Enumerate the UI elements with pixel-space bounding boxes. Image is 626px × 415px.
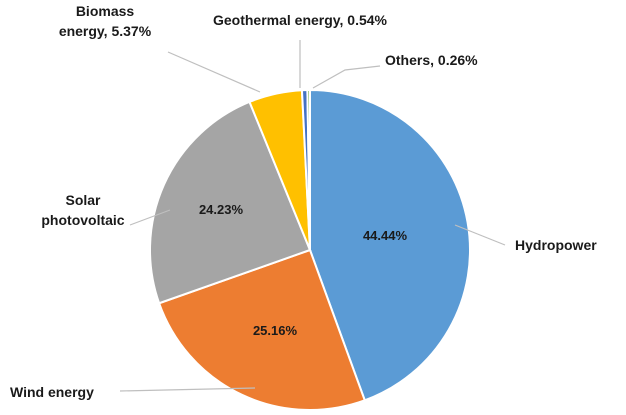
category-label: Biomass energy, 5.37%	[59, 3, 152, 39]
category-label: Solar photovoltaic	[41, 192, 124, 228]
category-label: Hydropower	[515, 237, 597, 253]
category-label: Geothermal energy, 0.54%	[213, 12, 388, 28]
slice-labels: Hydropower 44.44% Wind energy 25.16% Solar ph…	[10, 3, 597, 400]
data-label: 25.16%	[253, 323, 298, 338]
data-label: 44.44%	[363, 228, 408, 243]
category-label: Wind energy	[10, 384, 94, 400]
pie-slice-hydropower	[309, 88, 471, 402]
data-label: 24.23%	[199, 202, 244, 217]
leader-lines	[119, 40, 506, 392]
pie-slices	[149, 88, 471, 411]
leader-line	[167, 51, 261, 93]
leader-line	[119, 387, 256, 392]
pie-slice-others	[306, 88, 311, 251]
leader-line	[312, 65, 381, 89]
leader-line	[129, 209, 171, 226]
leader-line	[454, 224, 506, 246]
pie-slice-wind-energy	[157, 248, 367, 411]
category-label: Others, 0.26%	[385, 52, 478, 68]
